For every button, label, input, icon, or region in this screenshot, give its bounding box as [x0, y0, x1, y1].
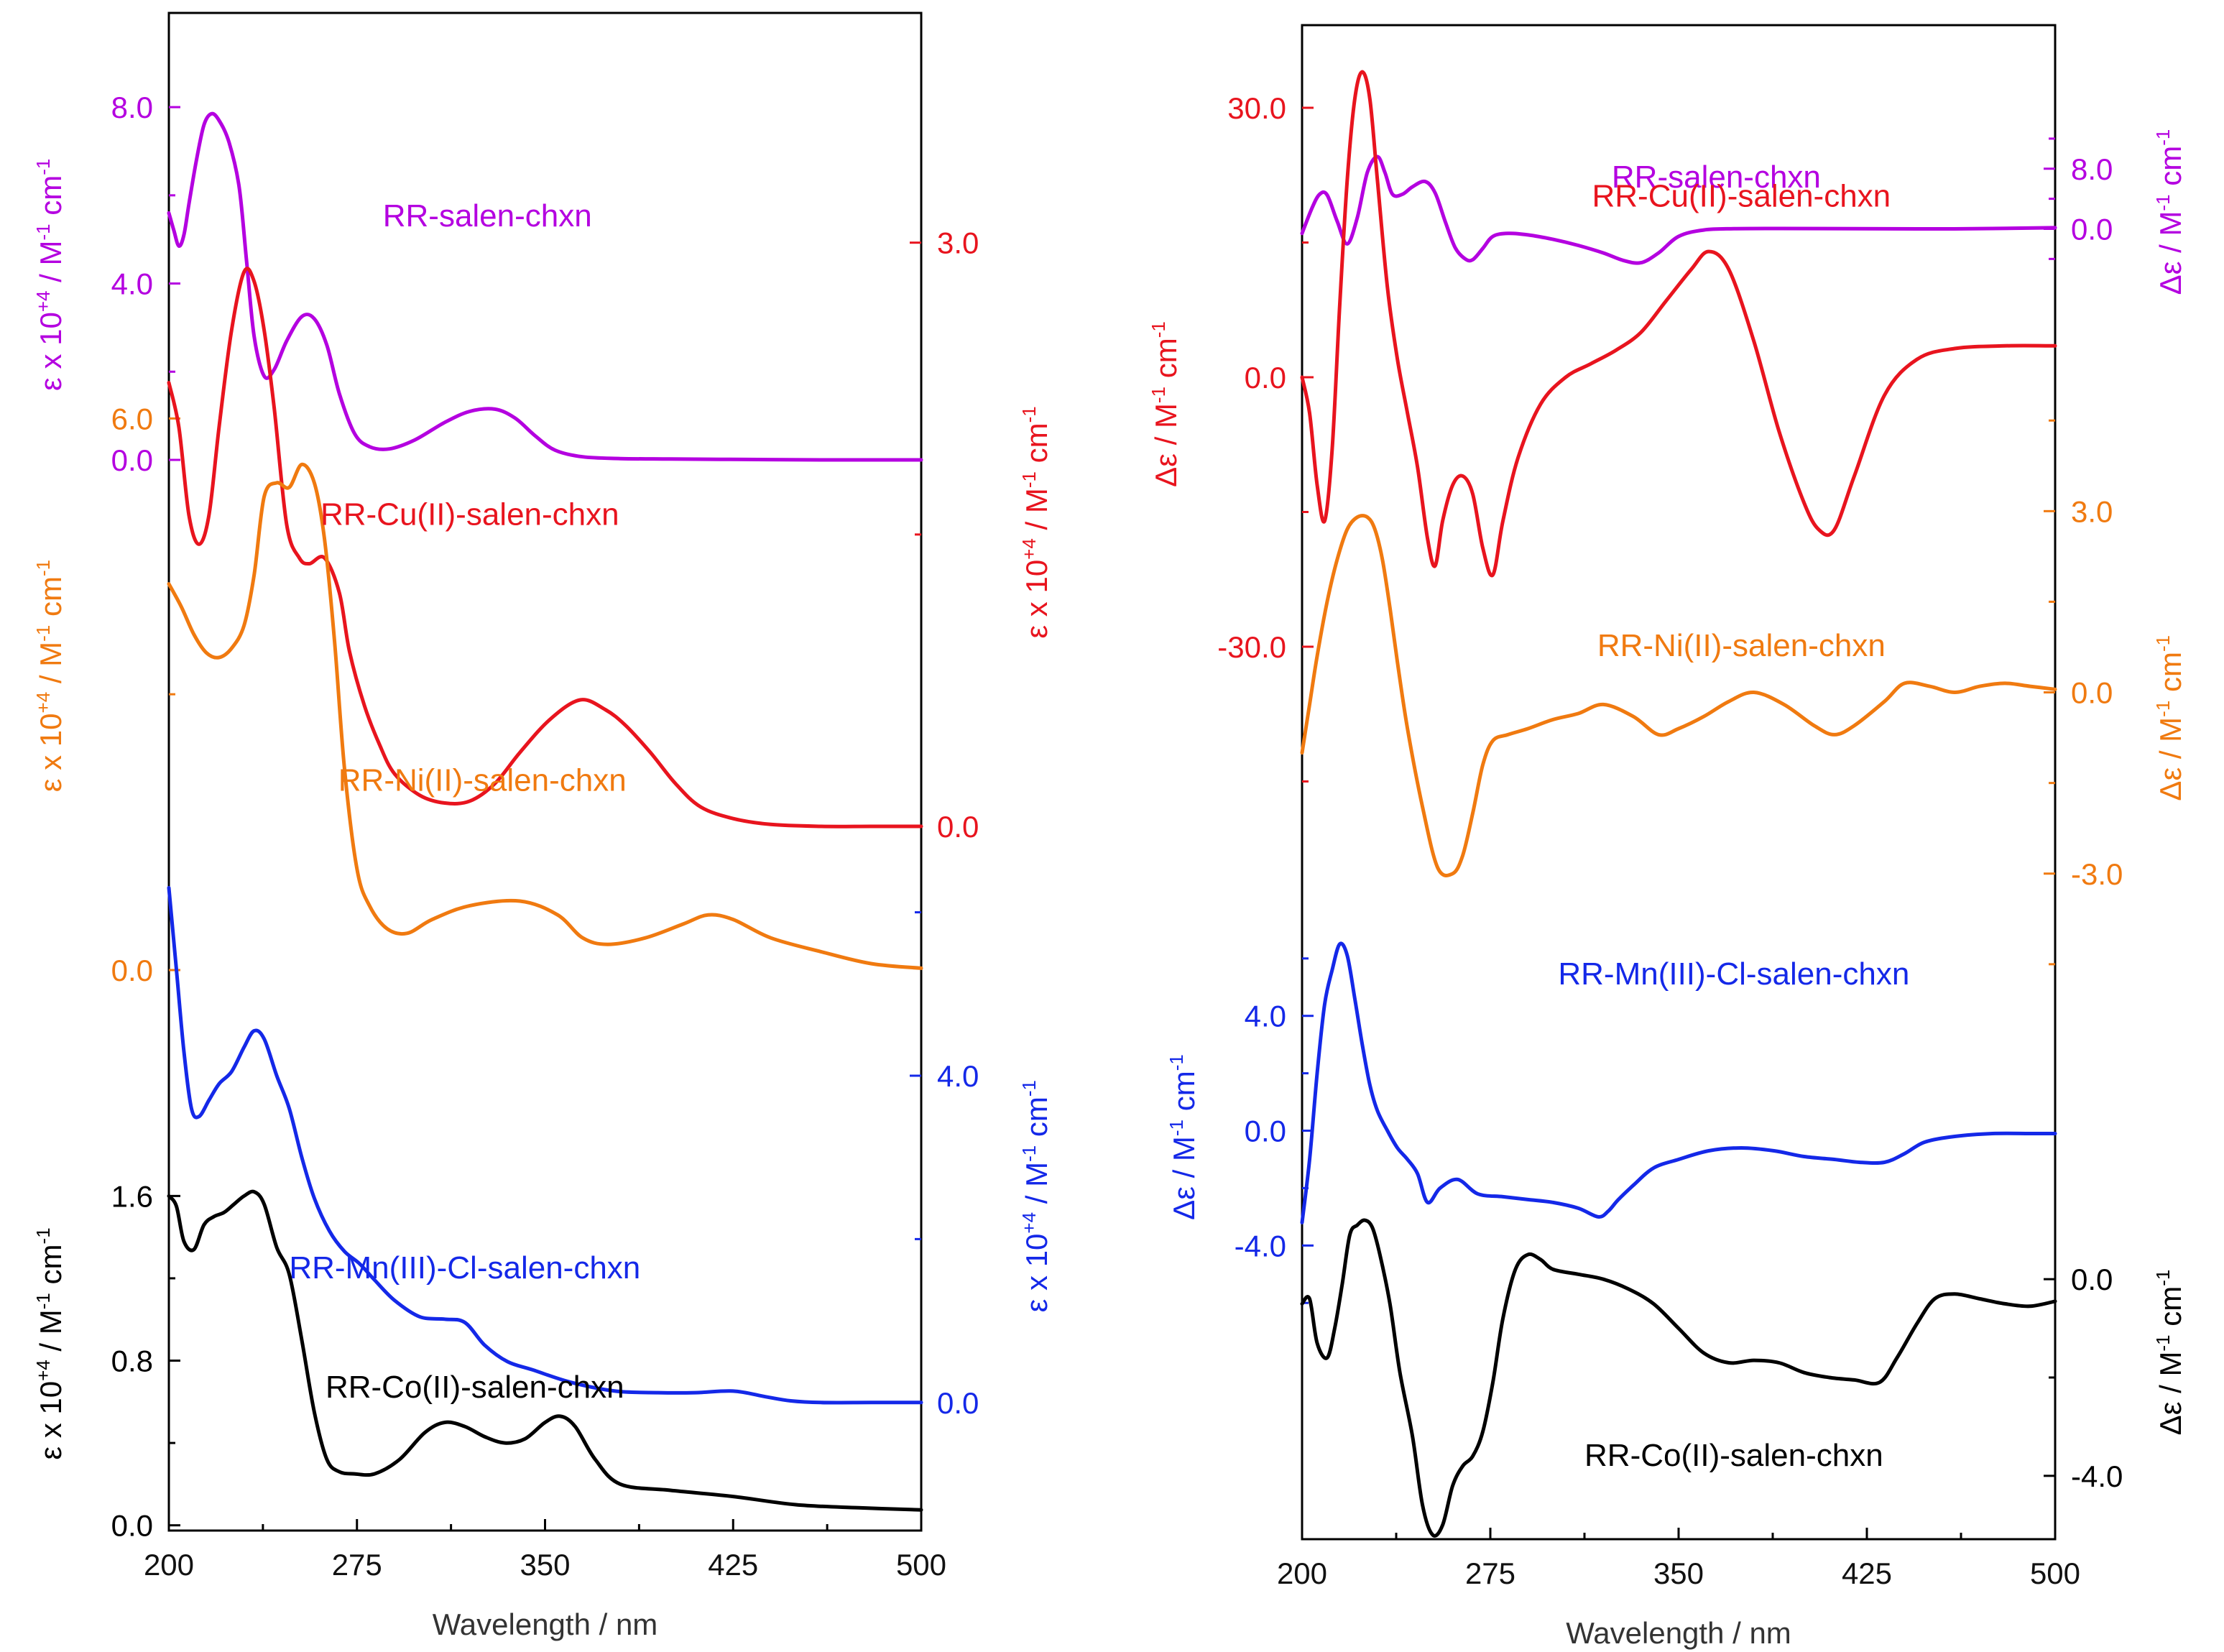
r-cu-y-tick-label: -30.0: [1217, 630, 1286, 664]
left-x-tick-label: 200: [144, 1548, 194, 1582]
right-x-tick-label: 500: [2030, 1556, 2080, 1590]
cd-panel: 200 275 350 425 500 Wavelength / nm 0.0 8.0 Δε /…: [1148, 24, 2187, 1650]
l-ni-y-tick-label: 0.0: [111, 954, 153, 987]
l-mn-y-tick-label: 0.0: [937, 1386, 979, 1420]
r-mn-y-tick-label: 4.0: [1245, 1000, 1286, 1033]
r-co-y-tick-label: -4.0: [2071, 1459, 2123, 1493]
right-series-rr-mn-iii-cl-salen-chxn: [1300, 941, 2057, 1224]
right-label-rr-cu-ii-salen-chxn: RR-Cu(II)-salen-chxn: [1592, 179, 1891, 214]
right-x-tick-label: 200: [1277, 1556, 1327, 1590]
r-mn-y-tick-label: -4.0: [1235, 1229, 1286, 1263]
r-cu-y-axis-title: Δε / M-1 cm-1: [1148, 321, 1183, 487]
r-ni-y-tick-label: -3.0: [2071, 857, 2123, 891]
left-x-axis-title: Wavelength / nm: [433, 1607, 658, 1641]
left-label-rr-ni-ii-salen-chxn: RR-Ni(II)-salen-chxn: [338, 763, 627, 798]
right-plot-frame: [1301, 24, 2057, 1541]
left-x-tick-label: 425: [708, 1548, 758, 1582]
l-co-y-axis-title: ε x 10+4 / M-1 cm-1: [32, 1227, 68, 1459]
left-x-tick-label: 275: [332, 1548, 382, 1582]
left-series-rr-ni-ii-salen-chxn: [167, 462, 923, 970]
l-salen-y-axis-title: ε x 10+4 / M-1 cm-1: [32, 159, 68, 391]
l-cu-y-axis-title: ε x 10+4 / M-1 cm-1: [1018, 406, 1053, 638]
r-salen-y-axis-title: Δε / M-1 cm-1: [2152, 129, 2187, 295]
l-ni-y-tick-label: 6.0: [111, 402, 153, 435]
right-label-rr-ni-ii-salen-chxn: RR-Ni(II)-salen-chxn: [1597, 628, 1886, 663]
l-mn-y-tick-label: 4.0: [937, 1059, 979, 1093]
l-ni-y-axis-title: ε x 10+4 / M-1 cm-1: [32, 560, 68, 792]
right-x-axis-title: Wavelength / nm: [1566, 1616, 1791, 1650]
left-series-rr-mn-iii-cl-salen-chxn: [167, 886, 923, 1405]
l-salen-y-tick-label: 8.0: [111, 91, 153, 124]
absorption-panel: 200 275 350 425 500 Wavelength / nm 0.0 4.0 8.0 ε…: [32, 11, 1053, 1641]
r-salen-y-tick-label: 0.0: [2071, 212, 2113, 246]
right-x-tick-label: 275: [1465, 1556, 1515, 1590]
r-mn-y-tick-label: 0.0: [1245, 1115, 1286, 1148]
r-ni-y-axis-title: Δε / M-1 cm-1: [2152, 635, 2187, 801]
left-series-rr-cu-ii-salen-chxn: [167, 267, 923, 829]
left-label-rr-co-ii-salen-chxn: RR-Co(II)-salen-chxn: [326, 1370, 624, 1405]
l-co-y-tick-label: 0.0: [111, 1509, 153, 1543]
r-mn-y-axis-title: Δε / M-1 cm-1: [1166, 1054, 1201, 1220]
l-cu-y-tick-label: 3.0: [937, 226, 979, 260]
right-series-rr-ni-ii-salen-chxn: [1300, 514, 2057, 877]
left-series-rr-salen-chxn: [167, 111, 923, 462]
right-series-rr-cu-ii-salen-chxn: [1300, 70, 2057, 578]
left-label-rr-mn-iii-cl-salen-chxn: RR-Mn(III)-Cl-salen-chxn: [289, 1250, 640, 1286]
r-ni-y-tick-label: 3.0: [2071, 494, 2113, 528]
r-cu-y-tick-label: 0.0: [1245, 361, 1286, 394]
left-x-tick-label: 500: [896, 1548, 946, 1582]
left-label-rr-salen-chxn: RR-salen-chxn: [383, 198, 592, 234]
r-co-y-tick-label: 0.0: [2071, 1263, 2113, 1296]
left-x-tick-label: 350: [520, 1548, 570, 1582]
right-label-rr-co-ii-salen-chxn: RR-Co(II)-salen-chxn: [1584, 1438, 1883, 1473]
right-x-tick-label: 425: [1842, 1556, 1892, 1590]
right-x-tick-label: 350: [1653, 1556, 1704, 1590]
r-ni-y-tick-label: 0.0: [2071, 676, 2113, 710]
right-series-rr-salen-chxn: [1300, 154, 2057, 265]
l-cu-y-tick-label: 0.0: [937, 810, 979, 844]
right-series-rr-co-ii-salen-chxn: [1300, 1218, 2057, 1538]
left-series-rr-co-ii-salen-chxn: [167, 1189, 923, 1512]
r-salen-y-tick-label: 8.0: [2071, 152, 2113, 186]
right-label-rr-mn-iii-cl-salen-chxn: RR-Mn(III)-Cl-salen-chxn: [1558, 956, 1909, 992]
l-mn-y-axis-title: ε x 10+4 / M-1 cm-1: [1018, 1080, 1053, 1312]
r-cu-y-tick-label: 30.0: [1227, 91, 1286, 125]
l-co-y-tick-label: 0.8: [111, 1344, 153, 1378]
l-co-y-tick-label: 1.6: [111, 1179, 153, 1213]
left-label-rr-cu-ii-salen-chxn: RR-Cu(II)-salen-chxn: [320, 497, 619, 532]
right-label-rr-salen-chxn: RR-salen-chxn: [1612, 160, 1821, 195]
r-co-y-axis-title: Δε / M-1 cm-1: [2152, 1270, 2187, 1436]
l-salen-y-tick-label: 4.0: [111, 267, 153, 301]
l-salen-y-tick-label: 0.0: [111, 443, 153, 477]
